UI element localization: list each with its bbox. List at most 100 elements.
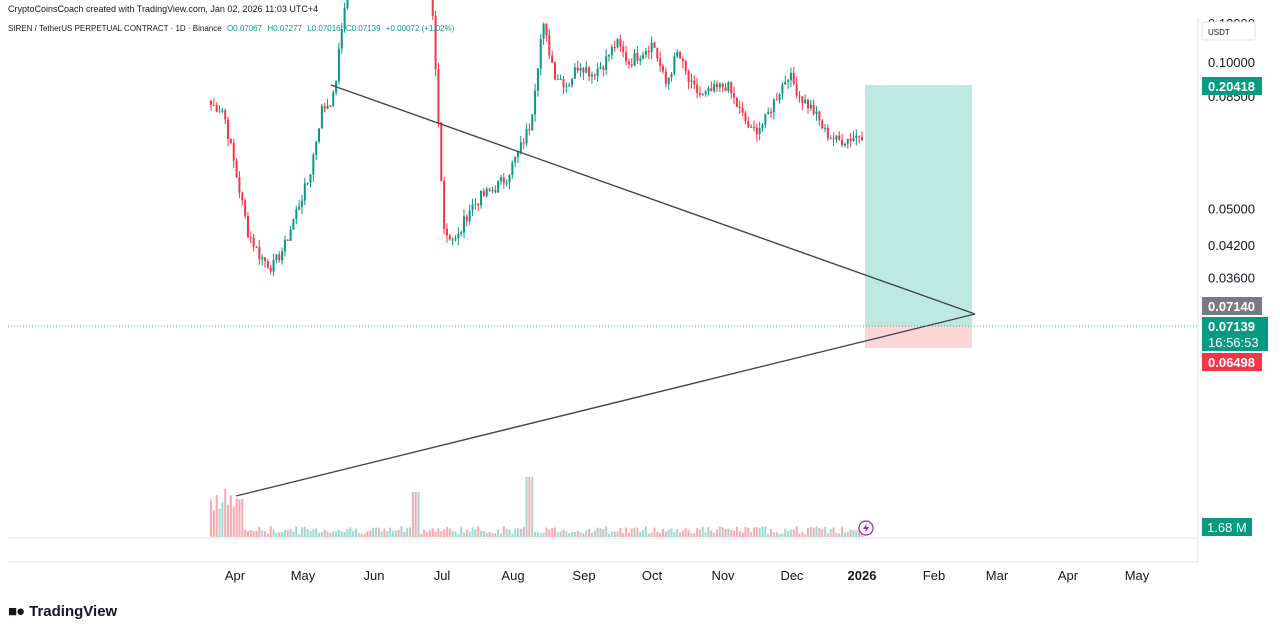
volume-bar: [372, 527, 375, 537]
volume-bar: [354, 528, 357, 537]
volume-bar: [386, 530, 389, 537]
volume-bar: [741, 532, 744, 537]
volume-bar: [650, 532, 653, 537]
volume-bar: [380, 531, 383, 537]
volume-bar: [241, 498, 244, 537]
volume-bar: [656, 531, 659, 537]
candle-body: [255, 246, 258, 248]
price-axis[interactable]: 0.220000.180000.140000.120000.100000.085…: [1208, 0, 1255, 286]
candle-body: [289, 229, 292, 241]
volume-bar: [622, 532, 625, 537]
volume-bar: [698, 529, 701, 537]
candle-body: [812, 104, 815, 114]
volume-bar: [795, 526, 798, 537]
volume-bar: [735, 526, 738, 537]
tradingview-brand[interactable]: ■● TradingView: [8, 603, 117, 620]
volume-bar: [323, 529, 326, 537]
volume-bar: [551, 528, 554, 537]
volume-bar: [562, 529, 565, 537]
candle-body: [733, 93, 736, 98]
tradingview-logo-icon: ■●: [8, 603, 25, 620]
candle-body: [778, 94, 781, 101]
volume-bar: [531, 477, 534, 537]
volume-bar: [352, 530, 355, 537]
volume-bar: [300, 527, 303, 537]
candle-body: [684, 61, 687, 72]
candle-body: [227, 119, 230, 139]
candle-body: [653, 42, 656, 48]
x-tick-label: Apr: [225, 568, 246, 583]
volume-bar: [806, 527, 809, 537]
volume-bars: [210, 477, 863, 537]
triangle-upper-line[interactable]: [330, 84, 976, 315]
volume-bar: [499, 533, 502, 537]
volume-bar: [633, 527, 636, 537]
candle-body: [755, 127, 758, 135]
x-tick-label: Nov: [711, 568, 735, 583]
candle-body: [730, 82, 733, 94]
volume-bar: [474, 529, 477, 537]
lightning-icon: [863, 523, 869, 533]
volume-bar: [326, 531, 329, 537]
x-tick-label: Jun: [364, 568, 385, 583]
volume-bar: [227, 504, 230, 537]
volume-bar: [707, 526, 710, 537]
candle-body: [625, 52, 628, 62]
candle-body: [258, 246, 261, 260]
currency-box[interactable]: [1201, 21, 1256, 41]
candle-body: [772, 99, 775, 113]
last-price-tag: [1202, 317, 1268, 351]
volume-bar: [610, 531, 613, 537]
target-price-tag: [1202, 77, 1262, 95]
candle-body: [300, 200, 303, 207]
candle-body: [232, 142, 235, 161]
volume-bar: [431, 528, 434, 537]
candle-body: [610, 47, 613, 56]
candle-body: [448, 235, 451, 240]
stop-price-text: 0.06498: [1208, 355, 1255, 370]
volume-bar: [411, 492, 414, 537]
symbol-name[interactable]: SIREN / TetherUS PERPETUAL CONTRACT · 1D…: [8, 24, 222, 33]
candle-body: [664, 71, 667, 84]
volume-bar: [389, 527, 392, 537]
volume-bar: [792, 529, 795, 537]
candle-body: [332, 92, 335, 107]
candle-body: [775, 99, 778, 101]
y-tick-label: 0.05000: [1208, 201, 1255, 216]
volume-bar: [283, 530, 286, 537]
candle-body: [747, 121, 750, 128]
volume-bar: [613, 531, 616, 537]
candle-body: [622, 46, 625, 53]
volume-bar: [497, 529, 500, 537]
x-tick-label: 2026: [848, 568, 877, 583]
volume-bar: [625, 527, 628, 537]
candle-body: [687, 71, 690, 82]
volume-bar: [471, 527, 474, 537]
volume-bar: [829, 529, 832, 537]
countdown-text: 16:56:53: [1208, 335, 1259, 350]
volume-bar: [667, 530, 670, 537]
target-zone[interactable]: [865, 85, 972, 326]
x-tick-label: Apr: [1058, 568, 1079, 583]
candle-body: [434, 15, 437, 70]
volume-bar: [360, 533, 363, 537]
volume-bar: [423, 529, 426, 537]
triangle-lower-line[interactable]: [235, 313, 976, 497]
volume-bar: [426, 531, 429, 537]
volume-bar: [394, 530, 397, 537]
volume-bar: [849, 529, 852, 537]
target-price-text: 0.20418: [1208, 79, 1255, 94]
line-price-text: 0.07140: [1208, 299, 1255, 314]
symbol-info[interactable]: SIREN / TetherUS PERPETUAL CONTRACT · 1D…: [8, 24, 454, 33]
volume-bar: [772, 532, 775, 537]
time-axis[interactable]: Apr May Jun Jul Aug Sep Oct Nov Dec 2026 Feb Mar Apr…: [225, 568, 1150, 583]
candle-body: [727, 82, 730, 92]
candle-body: [443, 180, 446, 229]
y-tick-label: 0.04200: [1208, 238, 1255, 253]
candle-body: [832, 138, 835, 140]
volume-bar: [627, 532, 630, 537]
volume-bar: [809, 526, 812, 537]
candle-body: [511, 162, 514, 176]
stop-zone[interactable]: [865, 326, 972, 348]
